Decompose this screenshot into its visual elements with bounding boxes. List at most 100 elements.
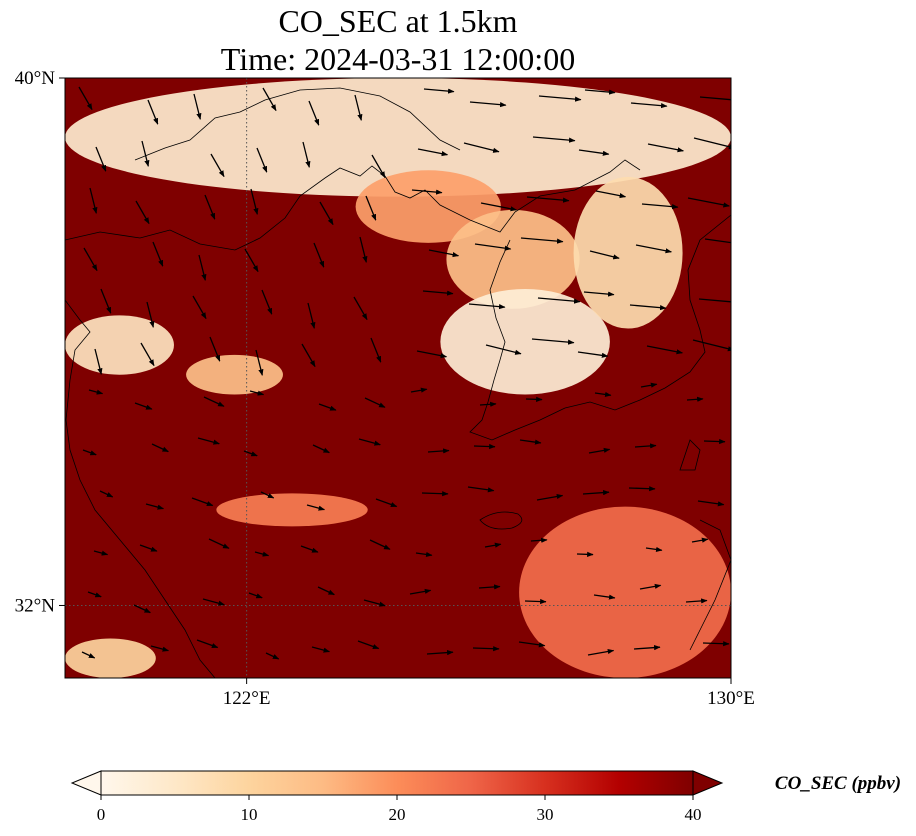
wind-arrow	[630, 102, 668, 109]
wind-arrow	[357, 640, 380, 650]
coastline-jeju	[479, 511, 523, 530]
wind-arrow	[262, 87, 277, 112]
wind-arrow	[145, 503, 165, 510]
wind-arrow	[702, 641, 730, 647]
colorbar-tick-label-1: 10	[241, 805, 258, 824]
wind-arrow	[427, 448, 450, 454]
wind-arrow	[485, 344, 522, 355]
wind-arrow	[536, 493, 564, 501]
wind-arrow	[319, 201, 334, 226]
wind-arrow	[254, 551, 270, 557]
wind-arrow	[311, 646, 331, 653]
wind-arrow	[317, 586, 335, 596]
wind-arrow	[646, 345, 683, 355]
map-frame	[64, 77, 732, 679]
wind-arrow	[202, 598, 225, 606]
wind-arrow	[583, 291, 615, 297]
wind-arrow	[426, 650, 454, 656]
wind-arrow	[588, 447, 611, 454]
wind-arrow	[99, 490, 114, 498]
wind-arrow	[423, 88, 455, 94]
lon-tick-label-0: 122°E	[223, 688, 271, 709]
wind-arrow	[313, 242, 325, 268]
wind-arrow	[520, 237, 564, 244]
wind-arrow	[81, 651, 96, 659]
coastline-peninsula-west	[469, 239, 566, 441]
wind-arrow	[410, 387, 428, 393]
wind-arrow	[463, 142, 500, 153]
wind-arrow	[78, 86, 93, 111]
wind-arrow	[698, 298, 731, 303]
wind-arrow	[582, 490, 610, 496]
colorbar-tick-label-3: 30	[537, 805, 554, 824]
wind-arrow	[468, 303, 506, 310]
field-region-6	[186, 354, 283, 395]
wind-arrow	[358, 438, 381, 446]
wind-arrow	[354, 94, 363, 121]
lat-tick-label-1: 32°N	[15, 595, 56, 616]
colorbar: 0 10 20 30 40 CO_SEC (ppbv)	[70, 770, 901, 824]
wind-arrow	[703, 438, 726, 445]
wind-arrow	[193, 93, 202, 120]
wind-arrow	[261, 289, 273, 315]
colorbar-gradient	[100, 770, 694, 796]
wind-arrow	[628, 486, 656, 492]
wind-arrow	[417, 148, 449, 157]
field-region-1	[355, 170, 501, 243]
wind-arrow	[139, 544, 158, 552]
wind-arrow	[82, 449, 97, 456]
coastline-kyushu	[679, 439, 731, 651]
wind-arrow	[629, 304, 667, 311]
colorbar-tick-label-0: 0	[97, 805, 106, 824]
lat-tick-label-0: 40°N	[15, 68, 56, 89]
wind-arrow	[243, 450, 258, 457]
wind-arrow	[595, 190, 627, 199]
wind-arrow	[147, 99, 159, 125]
wind-arrow	[87, 591, 102, 598]
wind-arrow	[530, 537, 548, 543]
wind-arrow	[472, 646, 500, 652]
wind-arrow	[478, 584, 501, 590]
wind-arrow	[634, 443, 657, 449]
wind-arrow	[589, 250, 620, 260]
wind-vectors	[78, 86, 731, 660]
wind-arrow	[537, 297, 581, 304]
wind-arrow	[578, 149, 610, 156]
wind-arrow	[474, 243, 512, 251]
wind-arrow	[467, 486, 495, 493]
field-region-9	[65, 638, 156, 678]
gridlines	[65, 78, 731, 678]
wind-arrow	[141, 140, 150, 167]
coastline-north	[134, 87, 461, 161]
colorbar-extend-min	[70, 770, 102, 796]
field-region-5	[65, 315, 174, 375]
wind-arrow	[639, 583, 662, 590]
wind-arrow	[308, 100, 320, 126]
field-region-7	[216, 493, 368, 527]
wind-arrow	[645, 546, 663, 552]
wind-arrow	[301, 343, 316, 368]
wind-arrow	[480, 202, 517, 212]
wind-arrow	[100, 288, 112, 314]
wind-arrow	[415, 551, 433, 557]
wind-arrow	[318, 403, 337, 411]
wind-arrow	[416, 350, 448, 359]
wind-arrow	[365, 195, 377, 221]
wind-arrow	[428, 249, 460, 258]
wind-arrow	[692, 339, 731, 352]
field-region-8	[519, 506, 731, 678]
wind-arrow	[191, 497, 214, 507]
wind-arrow	[152, 241, 164, 267]
colorbar-ticks: 0 10 20 30 40	[97, 795, 702, 824]
coastline-liaodong	[65, 159, 641, 251]
field-region-0	[65, 78, 731, 197]
wind-arrow	[587, 648, 615, 656]
wind-arrow	[210, 153, 225, 178]
wind-arrow	[133, 604, 151, 614]
wind-arrow	[150, 645, 170, 652]
wind-arrow	[538, 95, 582, 102]
colorbar-tick-label-2: 20	[389, 805, 406, 824]
wind-arrow	[531, 338, 575, 345]
wind-arrow	[635, 244, 672, 254]
wind-arrow	[248, 592, 263, 599]
